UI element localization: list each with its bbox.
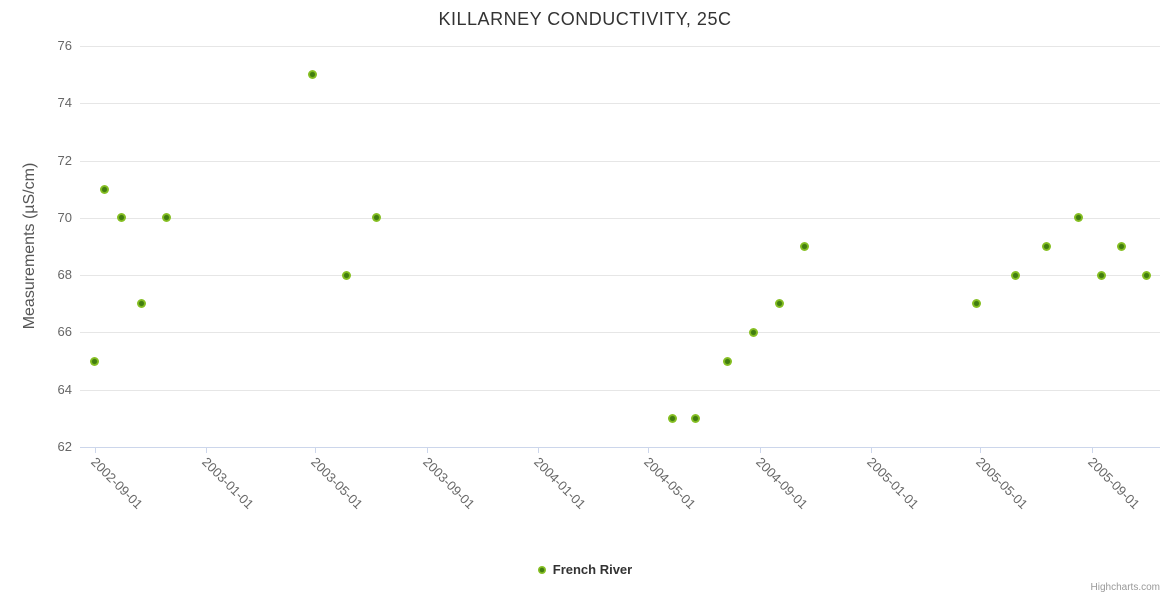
y-axis-tick-label: 74: [57, 95, 72, 110]
data-point[interactable]: [1042, 242, 1051, 251]
legend: French River: [0, 562, 1170, 577]
chart-title: KILLARNEY CONDUCTIVITY, 25C: [438, 9, 732, 29]
x-axis-tick: [980, 447, 981, 453]
y-axis-tick-label: 66: [57, 324, 72, 339]
x-axis-tick-label: 2003-05-01: [308, 454, 366, 512]
y-gridline: [80, 103, 1160, 104]
series-marker-icon: [537, 565, 546, 574]
x-axis-tick: [427, 447, 428, 453]
y-gridline: [80, 218, 1160, 219]
data-point[interactable]: [691, 414, 700, 423]
data-point[interactable]: [1074, 213, 1083, 222]
x-axis-tick: [871, 447, 872, 453]
x-axis-tick: [538, 447, 539, 453]
x-axis-tick-label: 2003-09-01: [420, 454, 478, 512]
data-point[interactable]: [775, 299, 784, 308]
data-point[interactable]: [137, 299, 146, 308]
y-axis-tick-label: 70: [57, 210, 72, 225]
y-axis-tick-label: 64: [57, 382, 72, 397]
x-axis-tick: [315, 447, 316, 453]
y-axis-tick-label: 62: [57, 439, 72, 454]
data-point[interactable]: [1011, 271, 1020, 280]
x-axis-tick: [95, 447, 96, 453]
y-gridline: [80, 275, 1160, 276]
data-point[interactable]: [668, 414, 677, 423]
legend-label: French River: [552, 562, 633, 577]
x-axis-tick-label: 2005-09-01: [1085, 454, 1143, 512]
data-point[interactable]: [1097, 271, 1106, 280]
y-gridline: [80, 161, 1160, 162]
x-axis-tick: [206, 447, 207, 453]
data-point[interactable]: [100, 185, 109, 194]
data-point[interactable]: [1142, 271, 1151, 280]
data-point[interactable]: [372, 213, 381, 222]
x-axis-tick-label: 2005-05-01: [973, 454, 1031, 512]
x-axis-tick-label: 2004-01-01: [531, 454, 589, 512]
y-axis-tick-label: 72: [57, 153, 72, 168]
y-gridline: [80, 390, 1160, 391]
x-axis-tick-label: 2005-01-01: [864, 454, 922, 512]
data-point[interactable]: [800, 242, 809, 251]
x-axis-tick-label: 2002-09-01: [88, 454, 146, 512]
x-axis-line: [80, 447, 1160, 448]
x-axis-tick: [1092, 447, 1093, 453]
y-axis-tick-label: 68: [57, 267, 72, 282]
data-point[interactable]: [308, 70, 317, 79]
data-point[interactable]: [1117, 242, 1126, 251]
y-gridline: [80, 332, 1160, 333]
data-point[interactable]: [749, 328, 758, 337]
data-point[interactable]: [972, 299, 981, 308]
data-point[interactable]: [342, 271, 351, 280]
y-axis-tick-label: 76: [57, 38, 72, 53]
highcharts-credits-link[interactable]: Highcharts.com: [1090, 582, 1160, 593]
data-point[interactable]: [117, 213, 126, 222]
x-axis-tick-label: 2003-01-01: [199, 454, 257, 512]
y-gridline: [80, 46, 1160, 47]
legend-item-french-river[interactable]: French River: [537, 562, 633, 577]
data-point[interactable]: [162, 213, 171, 222]
x-axis-tick-label: 2004-09-01: [753, 454, 811, 512]
x-axis-tick: [648, 447, 649, 453]
x-axis-tick-label: 2004-05-01: [641, 454, 699, 512]
x-axis-tick: [760, 447, 761, 453]
y-axis-title: Measurements (µS/cm): [21, 162, 38, 330]
data-point[interactable]: [90, 357, 99, 366]
data-point[interactable]: [723, 357, 732, 366]
